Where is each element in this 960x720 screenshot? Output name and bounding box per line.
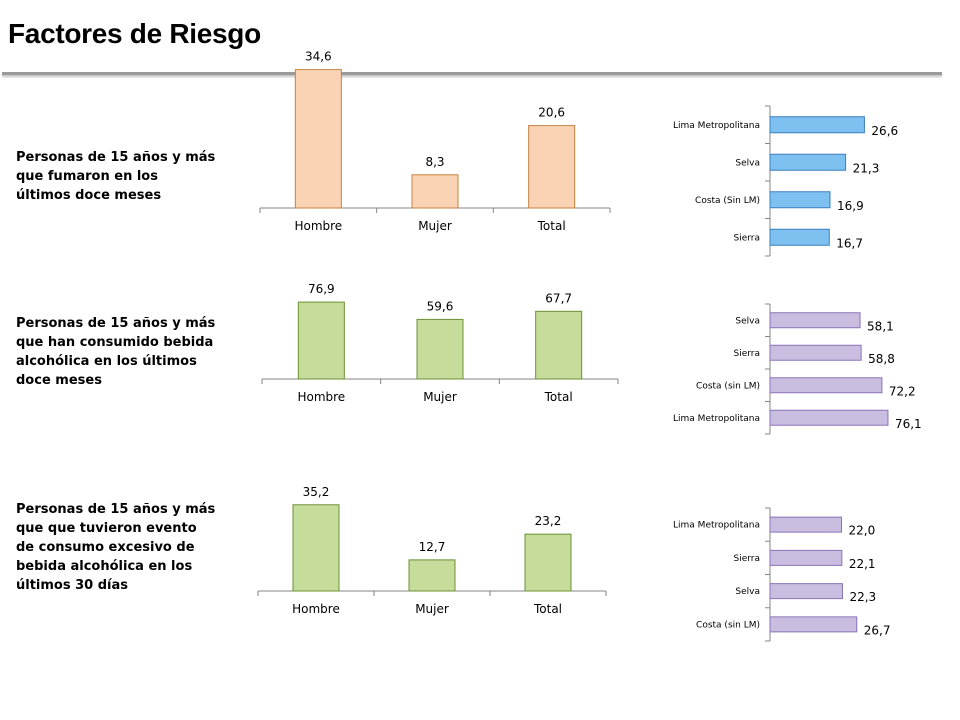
bar-costa-sin-lm bbox=[769, 377, 883, 394]
data-label: 58,8 bbox=[868, 352, 895, 366]
category-label: Total bbox=[533, 602, 562, 616]
data-label: 20,6 bbox=[538, 106, 565, 120]
data-label: 59,6 bbox=[427, 299, 454, 313]
title-divider bbox=[2, 72, 942, 75]
bar-total bbox=[535, 310, 583, 380]
chart-4: 58,1 Selva 58,8 Sierra 72,2 Costa (sin LM) 76,… bbox=[673, 303, 922, 435]
data-label: 26,6 bbox=[871, 124, 898, 138]
chart-3: 76,9 Hombre 59,6 Mujer 67,7 Total bbox=[261, 282, 619, 404]
data-label: 23,2 bbox=[535, 514, 562, 528]
data-label: 35,2 bbox=[303, 485, 330, 499]
category-label: Selva bbox=[735, 316, 760, 326]
category-label: Selva bbox=[735, 158, 760, 168]
category-label: Lima Metropolitana bbox=[673, 121, 760, 131]
bar-hombre bbox=[297, 301, 345, 380]
bar-selva bbox=[769, 153, 847, 171]
bar-costa-sin-lm bbox=[769, 191, 831, 209]
category-label: Mujer bbox=[418, 219, 452, 233]
category-label: Hombre bbox=[294, 219, 342, 233]
chart-2: 26,6 Lima Metropolitana 21,3 Selva 16,9 Costa… bbox=[673, 105, 898, 257]
data-label: 16,9 bbox=[837, 199, 864, 213]
data-label: 76,9 bbox=[308, 282, 335, 296]
data-label: 76,1 bbox=[895, 417, 922, 431]
bar-sierra bbox=[769, 228, 830, 246]
data-label: 67,7 bbox=[545, 291, 572, 305]
category-label: Selva bbox=[735, 587, 760, 597]
category-label: Lima Metropolitana bbox=[673, 521, 760, 531]
category-label: Hombre bbox=[292, 602, 340, 616]
bar-total bbox=[524, 533, 572, 592]
row-label-alcohol: Personas de 15 años y más que han consum… bbox=[16, 316, 216, 388]
bar-mujer bbox=[411, 174, 459, 209]
bar-lima-metropolitana bbox=[769, 409, 889, 426]
chart-5: 35,2 Hombre 12,7 Mujer 23,2 Total bbox=[257, 485, 607, 616]
row-label-smoking: Personas de 15 años y más que fumaron en… bbox=[16, 150, 216, 203]
category-label: Sierra bbox=[733, 233, 760, 243]
data-label: 12,7 bbox=[419, 540, 446, 554]
bar-mujer bbox=[416, 318, 464, 380]
bar-selva bbox=[769, 312, 861, 329]
bar-hombre bbox=[294, 69, 342, 209]
category-label: Total bbox=[537, 219, 566, 233]
bar-selva bbox=[769, 583, 843, 600]
data-label: 8,3 bbox=[425, 155, 444, 169]
data-label: 34,6 bbox=[305, 50, 332, 64]
category-label: Costa (sin LM) bbox=[696, 381, 760, 391]
data-label: 58,1 bbox=[867, 319, 894, 333]
data-label: 21,3 bbox=[853, 161, 880, 175]
data-label: 22,3 bbox=[849, 590, 876, 604]
data-label: 26,7 bbox=[864, 623, 891, 637]
data-label: 22,1 bbox=[849, 557, 876, 571]
category-label: Sierra bbox=[733, 349, 760, 359]
category-label: Sierra bbox=[733, 554, 760, 564]
data-label: 22,0 bbox=[849, 524, 876, 538]
bar-sierra bbox=[769, 344, 862, 361]
chart-1: 34,6 Hombre 8,3 Mujer 20,6 Total bbox=[259, 50, 611, 233]
category-label: Total bbox=[544, 390, 573, 404]
category-label: Mujer bbox=[415, 602, 449, 616]
category-label: Hombre bbox=[297, 390, 345, 404]
bar-costa-sin-lm bbox=[769, 616, 858, 633]
category-label: Lima Metropolitana bbox=[673, 414, 760, 424]
category-label: Costa (Sin LM) bbox=[695, 196, 760, 206]
category-label: Mujer bbox=[423, 390, 457, 404]
data-label: 16,7 bbox=[836, 236, 863, 250]
bar-lima-metropolitana bbox=[769, 116, 865, 134]
bar-lima-metropolitana bbox=[769, 516, 842, 533]
bar-sierra bbox=[769, 549, 843, 566]
row-label-excessive-drinking: Personas de 15 años y más que que tuvier… bbox=[16, 502, 216, 593]
chart-6: 22,0 Lima Metropolitana 22,1 Sierra 22,3 Selv… bbox=[673, 507, 891, 642]
bar-hombre bbox=[292, 504, 340, 592]
bar-total bbox=[528, 125, 576, 209]
bar-mujer bbox=[408, 559, 456, 592]
category-label: Costa (sin LM) bbox=[696, 620, 760, 630]
page-title: Factores de Riesgo bbox=[8, 18, 261, 49]
data-label: 72,2 bbox=[889, 384, 916, 398]
